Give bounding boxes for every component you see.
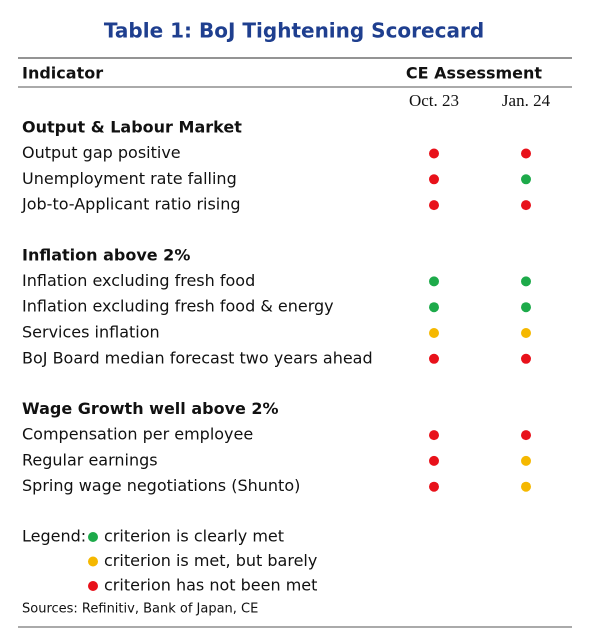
legend-text: criterion is met, but barely [104, 551, 317, 570]
legend-text: criterion is clearly met [104, 527, 284, 546]
legend-dot [88, 532, 98, 542]
section-title: Output & Labour Market [22, 118, 242, 137]
status-dot [521, 276, 531, 287]
status-dot [521, 353, 531, 364]
indicator: Inflation excluding fresh food & energy [22, 297, 334, 316]
section-title: Inflation above 2% [22, 245, 190, 264]
status-dot [429, 353, 439, 364]
indicator: Unemployment rate falling [22, 169, 237, 188]
status-dot [429, 302, 439, 313]
legend-dot [88, 581, 98, 591]
status-dot [429, 328, 439, 338]
indicator: Compensation per employee [22, 425, 253, 444]
status-dot [521, 455, 531, 466]
indicator: BoJ Board median forecast two years ahea… [22, 348, 373, 367]
status-dot [521, 328, 531, 338]
status-dot [521, 200, 531, 211]
status-dot [429, 148, 439, 159]
legend-label: Legend: [22, 527, 86, 546]
title: Table 1: BoJ Tightening Scorecard [104, 19, 484, 43]
indicator: Output gap positive [22, 143, 181, 162]
status-dot [429, 276, 439, 287]
assessment-header: CE Assessment [406, 64, 542, 83]
status-dot [521, 148, 531, 159]
indicator: Services inflation [22, 323, 160, 342]
indicator: Spring wage negotiations (Shunto) [22, 476, 300, 495]
status-dot [429, 430, 439, 441]
legend-dot [88, 556, 98, 567]
status-dot [429, 481, 439, 492]
indicator: Inflation excluding fresh food [22, 271, 255, 290]
section-title: Wage Growth well above 2% [22, 399, 279, 418]
column-header: Jan. 24 [502, 91, 551, 110]
status-dot [429, 200, 439, 211]
status-dot [521, 174, 531, 185]
indicator-header: Indicator [22, 64, 103, 83]
status-dot [521, 430, 531, 441]
status-dot [429, 174, 439, 185]
status-dot [429, 455, 439, 466]
legend-text: criterion has not been met [104, 576, 317, 595]
indicator: Regular earnings [22, 450, 158, 469]
status-dot [521, 481, 531, 492]
status-dot [521, 302, 531, 313]
indicator: Job-to-Applicant ratio rising [21, 195, 241, 214]
sources: Sources: Refinitiv, Bank of Japan, CE [22, 602, 258, 617]
column-header: Oct. 23 [409, 91, 459, 110]
